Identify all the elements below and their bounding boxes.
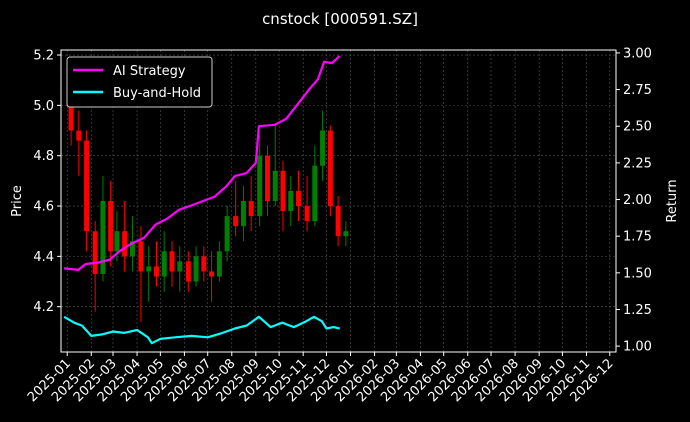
ai-strategy-line [63, 55, 341, 271]
candle-body [100, 201, 106, 274]
candle-body [76, 130, 82, 141]
candle-body [177, 261, 183, 272]
y-tick-label-right: 1.50 [623, 266, 652, 281]
candle-body [240, 201, 246, 227]
legend-label-bh: Buy-and-Hold [113, 86, 201, 101]
candle-body [304, 206, 310, 222]
y-tick-label-right: 1.75 [623, 230, 652, 245]
y-tick-label-right: 2.00 [623, 193, 652, 208]
candle-body [335, 206, 341, 237]
candle-body [84, 140, 90, 232]
y-tick-label-left: 4.4 [33, 250, 54, 265]
candle-body [209, 271, 215, 277]
candle-body [114, 231, 120, 252]
candle-body [233, 216, 239, 227]
chart-title: cnstock [000591.SZ] [262, 10, 418, 28]
candle-body [185, 261, 191, 282]
candle-body [92, 231, 98, 274]
candle-body [257, 155, 263, 217]
y-tick-label-right: 1.25 [623, 303, 652, 318]
y-tick-label-left: 5.0 [33, 99, 54, 114]
y-label-left: Price [10, 185, 25, 217]
candle-body [288, 190, 294, 212]
candle-body [68, 90, 74, 131]
candle-body [320, 130, 326, 166]
candle-body [146, 266, 152, 272]
candle-body [312, 165, 318, 222]
candle-body [272, 170, 278, 201]
candle-body [224, 216, 230, 252]
y-tick-label-left: 4.8 [33, 149, 54, 164]
candle-body [216, 251, 222, 277]
y-tick-label-right: 2.50 [623, 120, 652, 135]
y-tick-label-right: 1.00 [623, 340, 652, 355]
candle-body [201, 256, 207, 272]
candle-body [129, 241, 135, 257]
buy-and-hold-line [63, 315, 340, 345]
candle-body [108, 201, 114, 252]
y-tick-label-right: 2.75 [623, 83, 652, 98]
legend: AI Strategy Buy-and-Hold [66, 56, 213, 108]
legend-label-ai: AI Strategy [113, 64, 186, 79]
candle-body [296, 190, 302, 207]
y-axis-right: 1.00 1.25 1.50 1.75 2.00 2.25 2.50 2.75 3.00 [616, 46, 652, 355]
candle-body [138, 241, 144, 272]
candle-body [193, 256, 199, 282]
candle-body [161, 251, 167, 277]
candle-body [248, 201, 254, 217]
candle-body [264, 155, 270, 201]
candles [68, 65, 349, 322]
candle-body [327, 130, 333, 207]
y-tick-label-left: 4.2 [33, 300, 54, 315]
series-lines [63, 55, 341, 345]
y-tick-label-left: 5.2 [33, 49, 54, 64]
legend-box [66, 56, 213, 108]
candle-body [343, 231, 349, 237]
candle-body [280, 170, 286, 212]
y-tick-label-right: 2.25 [623, 156, 652, 171]
y-tick-label-left: 4.6 [33, 200, 54, 215]
candle-body [169, 251, 175, 272]
candle-body [153, 266, 159, 277]
candle-body [122, 231, 128, 257]
y-tick-label-right: 3.00 [623, 46, 652, 61]
y-axis-left: 4.2 4.4 4.6 4.8 5.0 5.2 [33, 49, 61, 315]
plot-frame [60, 49, 617, 353]
y-label-right: Return [665, 179, 680, 222]
